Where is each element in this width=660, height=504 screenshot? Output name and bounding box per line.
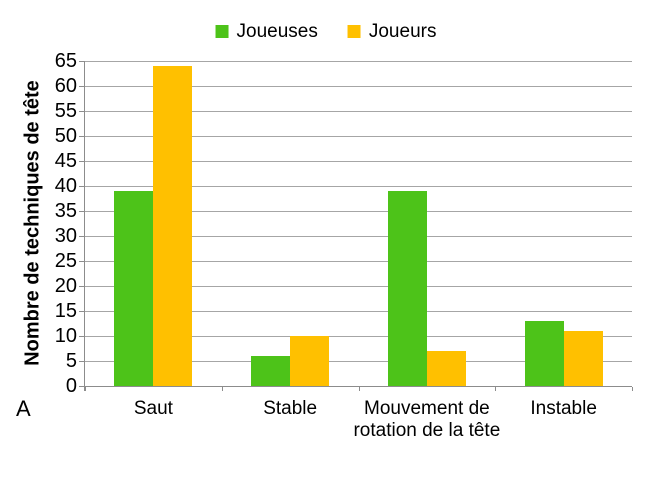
gridline (85, 161, 632, 162)
y-tick-label: 0 (65, 375, 77, 397)
y-tick-label: 5 (65, 350, 77, 372)
y-tick-label: 15 (54, 300, 77, 322)
joueuses-color-swatch-icon (215, 25, 229, 38)
gridline (85, 61, 632, 62)
legend-label-joueurs: Joueurs (368, 21, 437, 42)
gridline (85, 361, 632, 362)
x-tick-mark (85, 387, 86, 391)
y-tick-mark (79, 211, 84, 212)
y-tick-label: 25 (54, 250, 77, 272)
y-tick-label: 20 (54, 275, 77, 297)
gridline (85, 186, 632, 187)
y-tick-mark (79, 336, 84, 337)
y-tick-label: 30 (54, 225, 77, 247)
x-tick-mark (495, 387, 497, 391)
legend-item-joueurs: Joueurs (347, 21, 437, 42)
gridline (85, 211, 632, 212)
gridline (85, 111, 632, 112)
y-tick-mark (79, 61, 84, 62)
y-tick-mark (79, 236, 84, 237)
joueurs-color-swatch-icon (347, 25, 361, 38)
gridline (85, 311, 632, 312)
x-tick-mark (358, 387, 360, 391)
y-tick-mark (79, 361, 84, 362)
bar-joueuses-1 (114, 191, 154, 386)
chart-legend: Joueuses Joueurs (215, 21, 437, 42)
y-axis-title: Nombre de techniques de tête (21, 80, 44, 366)
y-tick-label: 50 (54, 125, 77, 147)
bar-joueurs-4 (563, 331, 603, 386)
y-tick-label: 40 (54, 175, 77, 197)
y-tick-mark (79, 136, 84, 137)
y-tick-mark (79, 111, 84, 112)
x-tick-mark (632, 387, 633, 391)
y-tick-label: 65 (54, 50, 77, 72)
gridline (85, 336, 632, 337)
bar-joueurs-2 (290, 336, 330, 386)
x-tick-mark (221, 387, 223, 391)
x-axis-line (84, 386, 632, 387)
y-tick-label: 55 (54, 100, 77, 122)
legend-label-joueuses: Joueuses (236, 21, 318, 42)
gridline (85, 136, 632, 137)
bar-joueuses-4 (524, 321, 564, 386)
bar-joueurs-3 (426, 351, 466, 386)
gridline (85, 236, 632, 237)
bar-joueuses-3 (387, 191, 427, 386)
y-tick-mark (79, 286, 84, 287)
bar-joueuses-2 (251, 356, 291, 386)
x-category-label: Instable (530, 398, 597, 419)
gridline (85, 261, 632, 262)
y-tick-mark (79, 186, 84, 187)
y-tick-mark (79, 386, 84, 387)
y-tick-label: 60 (54, 75, 77, 97)
panel-label: A (16, 396, 31, 421)
y-tick-label: 10 (54, 325, 77, 347)
y-tick-mark (79, 161, 84, 162)
y-tick-label: 45 (54, 150, 77, 172)
y-tick-mark (79, 86, 84, 87)
plot-area: 0 5 10 15 20 25 30 35 40 45 50 55 60 65 Saut Stable Mouv… (55, 50, 633, 441)
y-tick-mark (79, 261, 84, 262)
x-category-label: Stable (263, 398, 318, 419)
y-axis-line (84, 61, 85, 391)
y-tick-label: 35 (54, 200, 77, 222)
x-category-label: Mouvement de rotation de la tête (353, 398, 501, 441)
bar-joueurs-1 (153, 66, 193, 386)
y-tick-mark (79, 311, 84, 312)
gridline (85, 86, 632, 87)
gridline (85, 286, 632, 287)
x-category-label: Saut (133, 398, 173, 419)
legend-item-joueuses: Joueuses (215, 21, 318, 42)
